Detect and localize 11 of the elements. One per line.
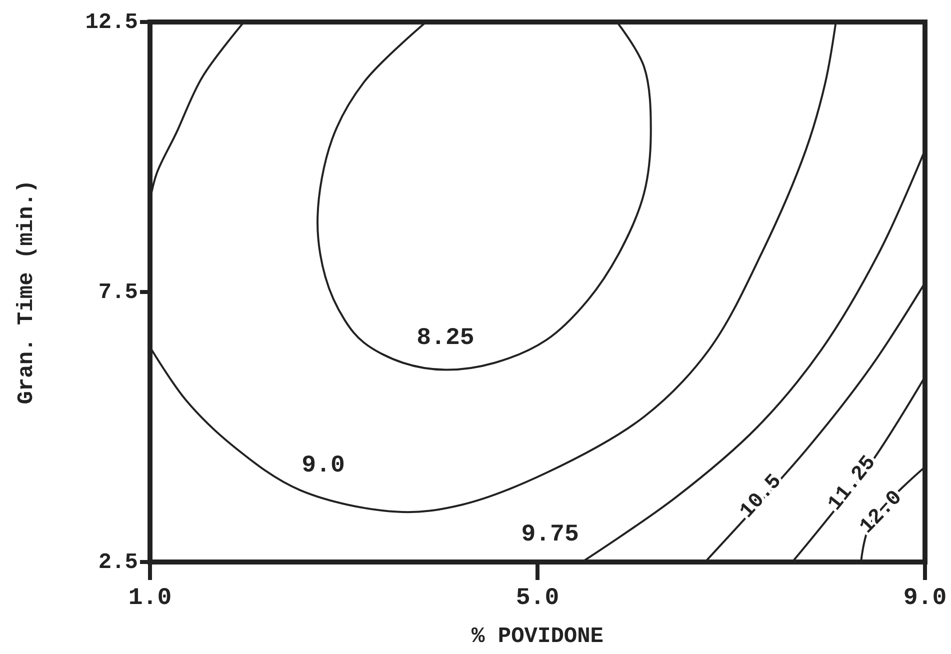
x-tick-label: 1.0 [128, 585, 172, 612]
y-tick-label: 12.5 [85, 10, 138, 35]
series-label: 9.75 [521, 521, 579, 548]
x-tick-label: 9.0 [903, 585, 947, 612]
x-axis-title: % POVIDONE [471, 624, 604, 649]
series-label: 8.25 [416, 325, 474, 352]
series-label: 9.0 [302, 452, 345, 480]
y-axis-title: Gran. Time (min.) [14, 180, 39, 404]
y-tick-label: 2.5 [98, 550, 138, 575]
y-tick-label: 7.5 [98, 280, 138, 305]
x-tick-label: 5.0 [516, 585, 560, 612]
